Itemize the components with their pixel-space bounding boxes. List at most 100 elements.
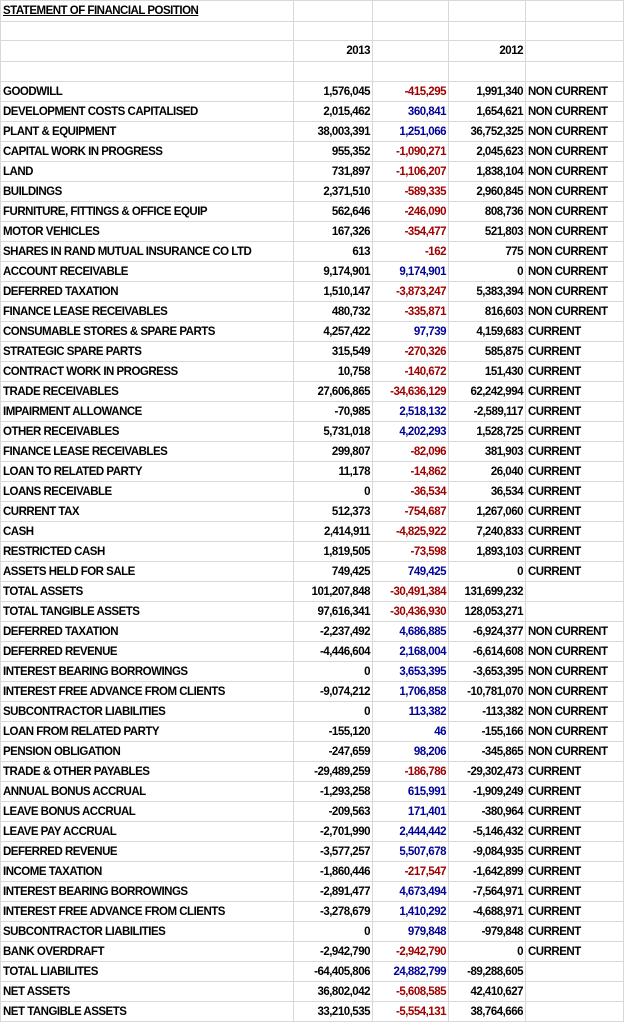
value-2013: 2,414,911: [293, 521, 373, 542]
classification: NON CURRENT: [525, 261, 624, 282]
change: 1,410,292: [372, 901, 449, 922]
line-item: IMPAIRMENT ALLOWANCE: [0, 401, 294, 422]
value-2012: 62,242,994: [448, 381, 526, 402]
line-item: INCOME TAXATION: [0, 861, 294, 882]
year-header: 2013: [293, 40, 373, 62]
value-2013: 512,373: [293, 501, 373, 522]
cell: [372, 61, 449, 82]
data-row: DEVELOPMENT COSTS CAPITALISED 2,015,462 36…: [0, 101, 624, 122]
value-2012: 775: [448, 241, 526, 262]
classification: CURRENT: [525, 421, 624, 442]
classification: NON CURRENT: [525, 241, 624, 262]
line-item: CAPITAL WORK IN PROGRESS: [0, 141, 294, 162]
classification: CURRENT: [525, 761, 624, 782]
line-item: PENSION OBLIGATION: [0, 741, 294, 762]
value-2013: 0: [293, 921, 373, 942]
value-2012: 2,960,845: [448, 181, 526, 202]
cell: [293, 21, 373, 41]
cell: [525, 21, 624, 41]
value-2012: 151,430: [448, 361, 526, 382]
data-row: NET ASSETS 36,802,042 -5,608,585 42,410,627: [0, 981, 624, 1002]
value-2012: 7,240,833: [448, 521, 526, 542]
data-row: BANK OVERDRAFT -2,942,790 -2,942,790 0 CURRE…: [0, 941, 624, 962]
line-item: INTEREST BEARING BORROWINGS: [0, 881, 294, 902]
cell: [525, 40, 624, 62]
value-2013: -64,405,806: [293, 961, 373, 982]
blank-row: [0, 21, 624, 41]
classification: NON CURRENT: [525, 81, 624, 102]
cell: [525, 601, 624, 622]
change: -754,687: [372, 501, 449, 522]
change: -36,534: [372, 481, 449, 502]
change: 24,882,799: [372, 961, 449, 982]
change: 2,518,132: [372, 401, 449, 422]
value-2013: 10,758: [293, 361, 373, 382]
cell: [293, 0, 373, 22]
value-2012: 0: [448, 261, 526, 282]
value-2012: 36,534: [448, 481, 526, 502]
line-item: MOTOR VEHICLES: [0, 221, 294, 242]
data-row: SUBCONTRACTOR LIABILITIES 0 979,848 -979,84…: [0, 921, 624, 942]
data-row: INTEREST BEARING BORROWINGS 0 3,653,395 -3,…: [0, 661, 624, 682]
classification: NON CURRENT: [525, 721, 624, 742]
classification: CURRENT: [525, 341, 624, 362]
value-2012: -3,653,395: [448, 661, 526, 682]
classification: CURRENT: [525, 441, 624, 462]
value-2013: -3,577,257: [293, 841, 373, 862]
change: -589,335: [372, 181, 449, 202]
data-row: FURNITURE, FITTINGS & OFFICE EQUIP 562,64…: [0, 201, 624, 222]
line-item: LOANS RECEIVABLE: [0, 481, 294, 502]
value-2012: 36,752,325: [448, 121, 526, 142]
sheet-title: STATEMENT OF FINANCIAL POSITION: [0, 0, 294, 22]
line-item: DEFERRED TAXATION: [0, 621, 294, 642]
cell: [372, 21, 449, 41]
change: -82,096: [372, 441, 449, 462]
classification: NON CURRENT: [525, 741, 624, 762]
value-2013: 101,207,848: [293, 581, 373, 602]
line-item: SUBCONTRACTOR LIABILITIES: [0, 921, 294, 942]
year-header: 2012: [448, 40, 526, 62]
value-2012: 381,903: [448, 441, 526, 462]
value-2012: 38,764,666: [448, 1001, 526, 1022]
value-2012: 5,383,394: [448, 281, 526, 302]
value-2012: 816,603: [448, 301, 526, 322]
line-item: INTEREST FREE ADVANCE FROM CLIENTS: [0, 681, 294, 702]
data-row: OTHER RECEIVABLES 5,731,018 4,202,293 1,528…: [0, 421, 624, 442]
value-2013: 299,807: [293, 441, 373, 462]
value-2013: 36,802,042: [293, 981, 373, 1002]
line-item: TOTAL TANGIBLE ASSETS: [0, 601, 294, 622]
line-item: GOODWILL: [0, 81, 294, 102]
value-2012: 2,045,623: [448, 141, 526, 162]
value-2013: 33,210,535: [293, 1001, 373, 1022]
value-2013: -9,074,212: [293, 681, 373, 702]
classification: CURRENT: [525, 881, 624, 902]
value-2013: 1,576,045: [293, 81, 373, 102]
classification: CURRENT: [525, 901, 624, 922]
value-2013: -247,659: [293, 741, 373, 762]
change: -415,295: [372, 81, 449, 102]
change: -1,090,271: [372, 141, 449, 162]
value-2013: 5,731,018: [293, 421, 373, 442]
line-item: RESTRICTED CASH: [0, 541, 294, 562]
value-2013: -1,293,258: [293, 781, 373, 802]
line-item: DEFERRED TAXATION: [0, 281, 294, 302]
value-2013: -2,701,990: [293, 821, 373, 842]
line-item: FINANCE LEASE RECEIVABLES: [0, 301, 294, 322]
value-2013: -155,120: [293, 721, 373, 742]
value-2012: 0: [448, 941, 526, 962]
change: -217,547: [372, 861, 449, 882]
data-row: SUBCONTRACTOR LIABILITIES 0 113,382 -113,38…: [0, 701, 624, 722]
line-item: DEFERRED REVENUE: [0, 841, 294, 862]
line-item: NET ASSETS: [0, 981, 294, 1002]
data-row: NET TANGIBLE ASSETS 33,210,535 -5,554,131 3…: [0, 1001, 624, 1022]
data-row: CONSUMABLE STORES & SPARE PARTS 4,257,422…: [0, 321, 624, 342]
value-2013: -3,278,679: [293, 901, 373, 922]
value-2013: 480,732: [293, 301, 373, 322]
value-2012: 128,053,271: [448, 601, 526, 622]
change: -34,636,129: [372, 381, 449, 402]
cell: [293, 61, 373, 82]
line-item: LOAN TO RELATED PARTY: [0, 461, 294, 482]
